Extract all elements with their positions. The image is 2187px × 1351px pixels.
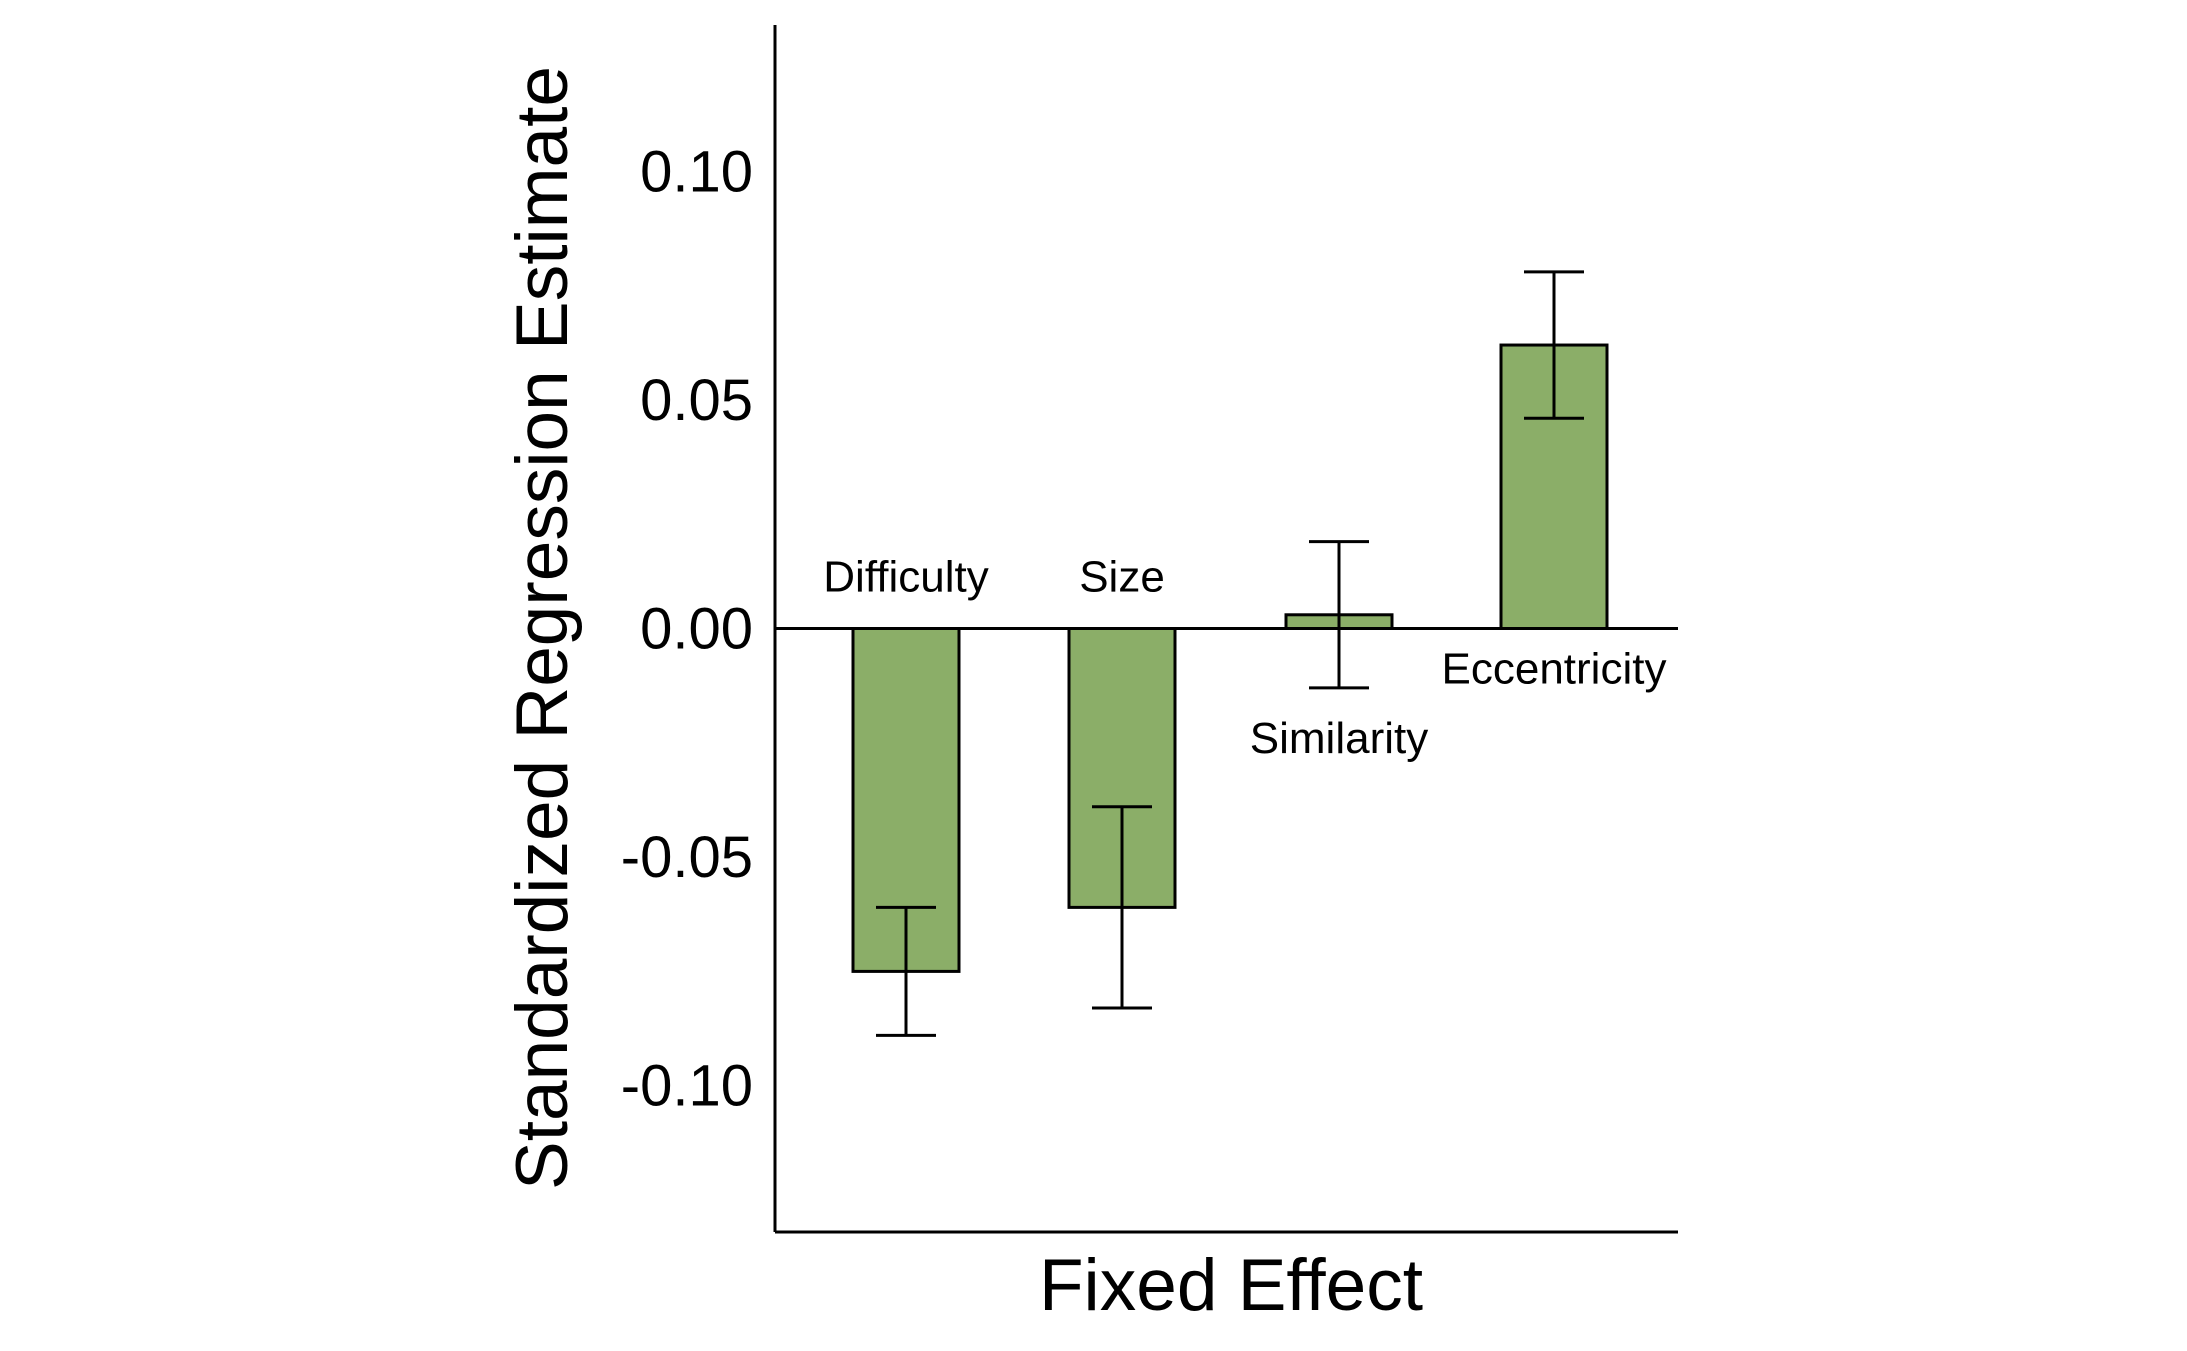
category-label-difficulty: Difficulty [823, 553, 988, 602]
category-label-similarity: Similarity [1250, 714, 1428, 763]
y-tick-label: 0.10 [640, 139, 753, 204]
y-tick-label: 0.00 [640, 597, 753, 662]
y-tick-label: -0.10 [621, 1054, 753, 1119]
y-axis-label: Standardized Regression Estimate [502, 66, 583, 1190]
y-tick-labels: -0.10 -0.05 0.00 0.05 0.10 [621, 139, 753, 1118]
y-tick-label: -0.05 [621, 825, 753, 890]
category-label-eccentricity: Eccentricity [1442, 645, 1667, 694]
category-label-size: Size [1079, 553, 1165, 602]
x-axis-label: Fixed Effect [1039, 1245, 1423, 1326]
y-tick-label: 0.05 [640, 368, 753, 433]
